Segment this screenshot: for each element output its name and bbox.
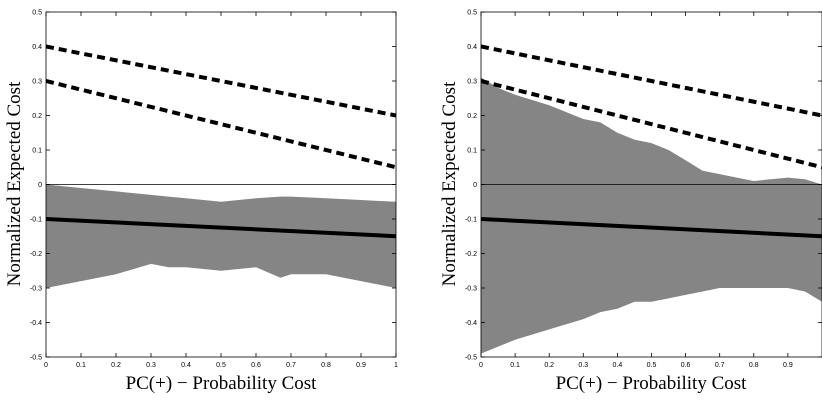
- y-tick-label: -0.1: [465, 217, 477, 224]
- y-tick-label: 0.3: [32, 79, 42, 86]
- x-tick-label: 0.5: [647, 362, 657, 369]
- x-tick-label: 0.4: [181, 362, 191, 369]
- dashed-line-1: [481, 44, 822, 118]
- x-tick-label: 0.1: [510, 362, 520, 369]
- y-tick-label: 0.5: [32, 10, 42, 17]
- y-tick-label: -0.3: [30, 286, 42, 293]
- y-tick-label: 0.5: [467, 10, 477, 17]
- x-tick-label: 0.2: [111, 362, 121, 369]
- solid-thick-line: [46, 217, 396, 239]
- y-tick-label: -0.3: [465, 286, 477, 293]
- x-tick-label: 0.8: [749, 362, 759, 369]
- y-tick-label: -0.2: [465, 251, 477, 258]
- x-tick-label: 0.8: [321, 362, 331, 369]
- chart-panel-1: -0.5 -0.4 -0.3 -0.2 -0.1 0 0.1 0.2 0.3 0.4 0.5 0 0.1…: [4, 10, 398, 395]
- x-tick-label: 0.7: [286, 362, 296, 369]
- solid-thick-line: [481, 217, 822, 239]
- x-tick-label: 1: [394, 362, 398, 369]
- y-tick-label: -0.2: [30, 251, 42, 258]
- confidence-band: [481, 77, 822, 354]
- x-tick-label: 0: [44, 362, 48, 369]
- x-tick-label: 0.7: [715, 362, 725, 369]
- x-tick-label: 0.1: [76, 362, 86, 369]
- x-tick-label: 0: [479, 362, 483, 369]
- y-tick-label: -0.5: [465, 355, 477, 362]
- y-tick-label: -0.1: [30, 217, 42, 224]
- y-tick-label: 0: [473, 182, 477, 189]
- y-tick-label: 0.3: [467, 79, 477, 86]
- x-tick-label: 0.6: [251, 362, 261, 369]
- y-tick-label: 0.2: [467, 113, 477, 120]
- y-tick-label: 0.4: [32, 44, 42, 51]
- x-tick-label: 0.3: [578, 362, 588, 369]
- dashed-line-2: [46, 79, 396, 170]
- y-tick-label: -0.5: [30, 355, 42, 362]
- x-tick-label: 0.9: [783, 362, 793, 369]
- y-tick-label: 0.4: [467, 44, 477, 51]
- y-tick-label: 0.1: [467, 148, 477, 155]
- y-axis-title: Normalized Expected Cost: [439, 81, 460, 286]
- y-axis-title: Normalized Expected Cost: [4, 81, 25, 286]
- x-tick-label: 0.6: [681, 362, 691, 369]
- dashed-line-1: [46, 44, 396, 118]
- x-tick-label: 0.4: [613, 362, 623, 369]
- y-tick-label: 0.2: [32, 113, 42, 120]
- x-axis-title: PC(+) − Probability Cost: [126, 373, 318, 394]
- x-axis-title: PC(+) − Probability Cost: [556, 373, 748, 394]
- x-tick-label: 0.2: [544, 362, 554, 369]
- chart-panel-2: -0.5 -0.4 -0.3 -0.2 -0.1 0 0.1 0.2 0.3 0.4 0.5 0 0.1…: [439, 10, 822, 394]
- y-tick-label: -0.4: [465, 320, 477, 327]
- x-tick-label: 0.9: [356, 362, 366, 369]
- x-tick-label: 0.5: [216, 362, 226, 369]
- y-tick-label: -0.4: [30, 320, 42, 327]
- y-tick-label: 0: [38, 182, 42, 189]
- y-tick-label: 0.1: [32, 148, 42, 155]
- x-tick-label: 0.3: [146, 362, 156, 369]
- confidence-band: [46, 184, 396, 288]
- dashed-line-2: [481, 79, 822, 170]
